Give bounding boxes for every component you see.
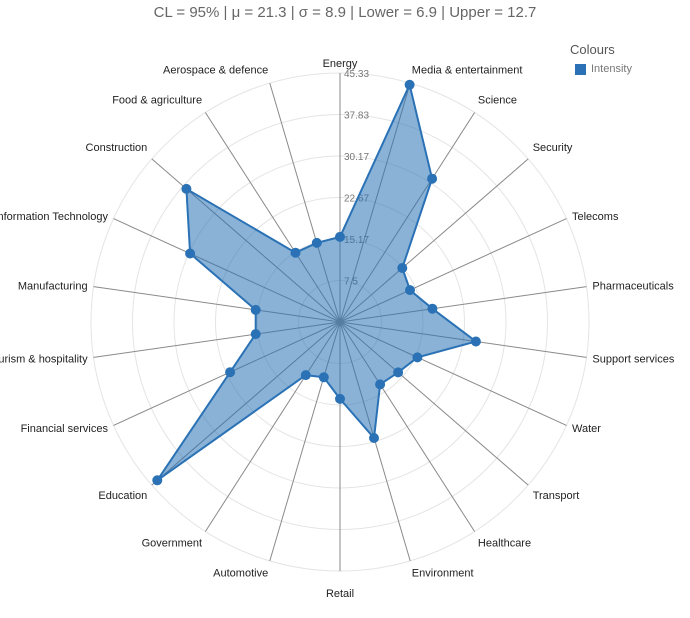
category-label: Manufacturing bbox=[18, 281, 88, 293]
legend-swatch bbox=[575, 63, 586, 75]
legend-item-intensity[interactable]: Intensity bbox=[570, 63, 632, 75]
category-label: Retail bbox=[326, 588, 354, 600]
category-label: Food & agriculture bbox=[112, 95, 202, 107]
category-label: Government bbox=[142, 538, 203, 550]
data-point bbox=[375, 379, 386, 390]
legend: Colours Intensity bbox=[570, 42, 632, 75]
data-point bbox=[225, 367, 236, 378]
data-point bbox=[152, 475, 163, 486]
data-point bbox=[181, 183, 192, 194]
category-label: Support services bbox=[592, 353, 674, 365]
data-point bbox=[427, 173, 438, 184]
category-label: Pharmaceuticals bbox=[592, 281, 674, 293]
data-point bbox=[290, 247, 301, 258]
radial-tick-label: 30.17 bbox=[344, 152, 369, 163]
category-label: Telecoms bbox=[572, 211, 619, 223]
radial-tick-label: 37.83 bbox=[344, 111, 369, 122]
series-area-intensity bbox=[156, 81, 479, 482]
data-point bbox=[311, 237, 322, 248]
data-point bbox=[412, 352, 423, 363]
category-label: Energy bbox=[323, 58, 358, 70]
data-point bbox=[404, 79, 415, 90]
radial-tick-label: 45.33 bbox=[344, 69, 369, 80]
data-point bbox=[427, 303, 438, 314]
category-label: Environment bbox=[412, 568, 474, 580]
data-point bbox=[250, 329, 261, 340]
data-point bbox=[185, 248, 196, 259]
data-point bbox=[397, 263, 408, 273]
data-point bbox=[470, 336, 481, 347]
data-point bbox=[335, 231, 345, 242]
data-point bbox=[369, 433, 379, 443]
category-label: Media & entertainment bbox=[412, 64, 523, 76]
category-label: Healthcare bbox=[478, 538, 531, 550]
legend-label: Intensity bbox=[591, 63, 632, 75]
category-label: Financial services bbox=[21, 423, 109, 435]
category-label: Education bbox=[98, 490, 147, 502]
data-point bbox=[250, 304, 261, 315]
data-point bbox=[405, 285, 415, 296]
data-point bbox=[300, 370, 311, 381]
legend-title: Colours bbox=[570, 42, 615, 57]
category-label: Aerospace & defence bbox=[163, 64, 268, 76]
category-label: Transport bbox=[533, 490, 580, 502]
category-label: Science bbox=[478, 95, 517, 107]
category-label: Information Technology bbox=[0, 211, 108, 223]
category-label: Security bbox=[533, 142, 573, 154]
data-point bbox=[318, 372, 329, 383]
category-label: Tourism & hospitality bbox=[0, 353, 88, 365]
category-label: Water bbox=[572, 423, 601, 435]
data-point bbox=[393, 367, 404, 378]
category-label: Automotive bbox=[213, 568, 268, 580]
chart-title: CL = 95% | μ = 21.3 | σ = 8.9 | Lower = … bbox=[153, 4, 537, 21]
category-label: Construction bbox=[86, 142, 148, 154]
data-point bbox=[335, 393, 345, 404]
